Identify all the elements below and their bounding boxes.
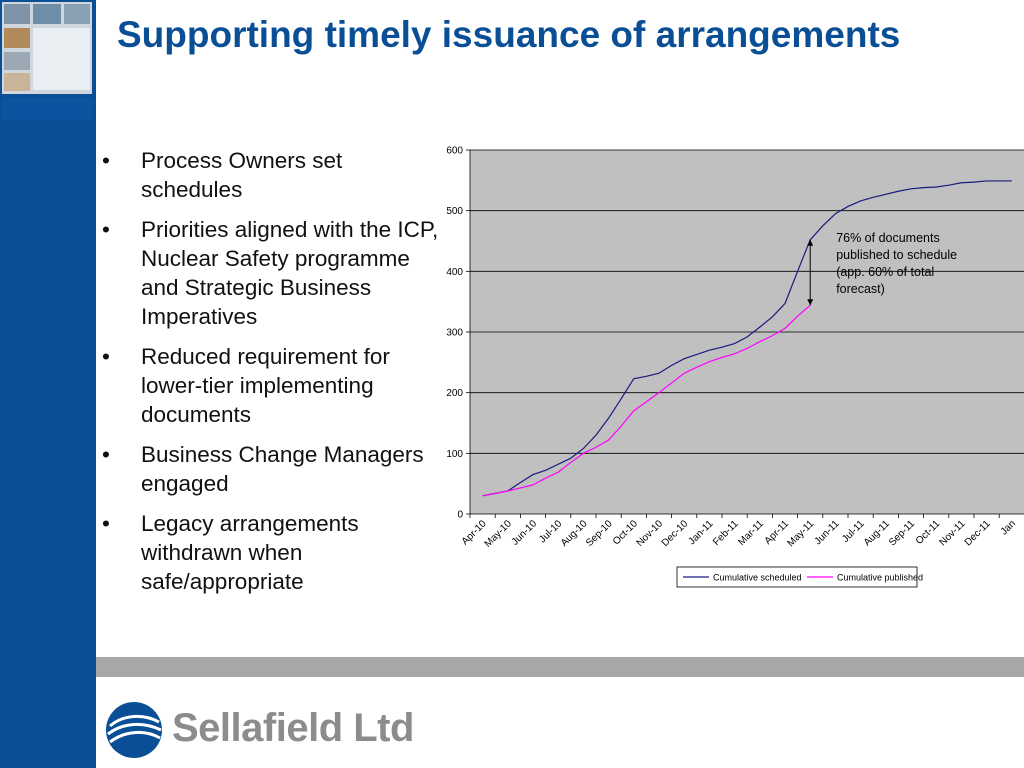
y-tick-label: 400: [446, 267, 463, 278]
x-tick-label: Sep-11: [887, 518, 917, 548]
bullet-list: • Process Owners set schedules • Prioritie…: [100, 146, 440, 607]
bullet-marker: •: [102, 217, 110, 242]
bullet-marker: •: [102, 442, 110, 467]
bullet-text: Legacy arrangements withdrawn when safe/…: [141, 511, 359, 594]
x-tick-label: May-11: [785, 518, 816, 549]
footer-divider-band: [96, 657, 1024, 677]
bullet-item: • Business Change Managers engaged: [100, 440, 440, 498]
left-sidebar-band: [0, 0, 96, 768]
bullet-item: • Priorities aligned with the ICP, Nuclea…: [100, 215, 440, 331]
x-tick-label: Jun-10: [510, 518, 540, 548]
page-title: Supporting timely issuance of arrangemen…: [117, 14, 901, 55]
x-tick-label: Jun-11: [813, 518, 842, 547]
bullet-marker: •: [102, 148, 110, 173]
x-tick-label: Nov-11: [937, 518, 967, 548]
y-tick-label: 200: [446, 388, 463, 399]
annotation-box: 76% of documents published to schedule (…: [836, 230, 958, 296]
y-tick-label: 100: [446, 449, 463, 460]
legend-box: [676, 566, 918, 588]
legend-label: Cumulative scheduled: [713, 573, 802, 583]
bullet-item: • Legacy arrangements withdrawn when safe…: [100, 509, 440, 596]
legend-label: Cumulative published: [837, 573, 923, 583]
annotation-text: 76% of documents published to schedule (…: [836, 230, 958, 296]
y-tick-label: 0: [457, 510, 463, 521]
x-tick-label: May-10: [483, 518, 515, 550]
x-tick-label: Feb-11: [711, 518, 741, 548]
y-tick-label: 300: [446, 328, 463, 339]
x-tick-label: Mar-11: [736, 518, 766, 548]
bullet-text: Priorities aligned with the ICP, Nuclear…: [141, 217, 439, 329]
annotation-arrowhead-bottom: [807, 299, 814, 306]
cover-thumbnail-collage: [2, 2, 92, 94]
bullet-text: Business Change Managers engaged: [141, 442, 424, 496]
x-tick-label: Dec-10: [660, 518, 691, 549]
sellafield-logo-icon: [106, 702, 162, 758]
x-tick-label: Jan: [999, 518, 1018, 537]
company-logo-text: Sellafield Ltd: [172, 706, 414, 750]
x-tick-label: Dec-11: [963, 518, 993, 548]
cover-thumbnail-reflection: [2, 98, 92, 120]
x-tick-label: Jan-11: [687, 518, 716, 547]
bullet-marker: •: [102, 344, 110, 369]
bullet-item: • Process Owners set schedules: [100, 146, 440, 204]
x-tick-label: Aug-11: [862, 518, 892, 548]
x-tick-label: Aug-10: [559, 518, 590, 549]
x-tick-label: Nov-10: [635, 518, 666, 549]
bullet-text: Process Owners set schedules: [141, 148, 343, 202]
series-line-cumulative-published: [482, 304, 811, 497]
bullet-item: • Reduced requirement for lower-tier impl…: [100, 342, 440, 429]
annotation-arrowhead-top: [807, 239, 814, 246]
x-tick-label: Sep-10: [584, 518, 615, 549]
bullet-marker: •: [102, 511, 110, 536]
series-line-cumulative-scheduled: [482, 180, 1012, 497]
y-tick-label: 600: [446, 146, 463, 157]
y-tick-label: 500: [446, 206, 463, 217]
bullet-text: Reduced requirement for lower-tier imple…: [141, 344, 390, 427]
